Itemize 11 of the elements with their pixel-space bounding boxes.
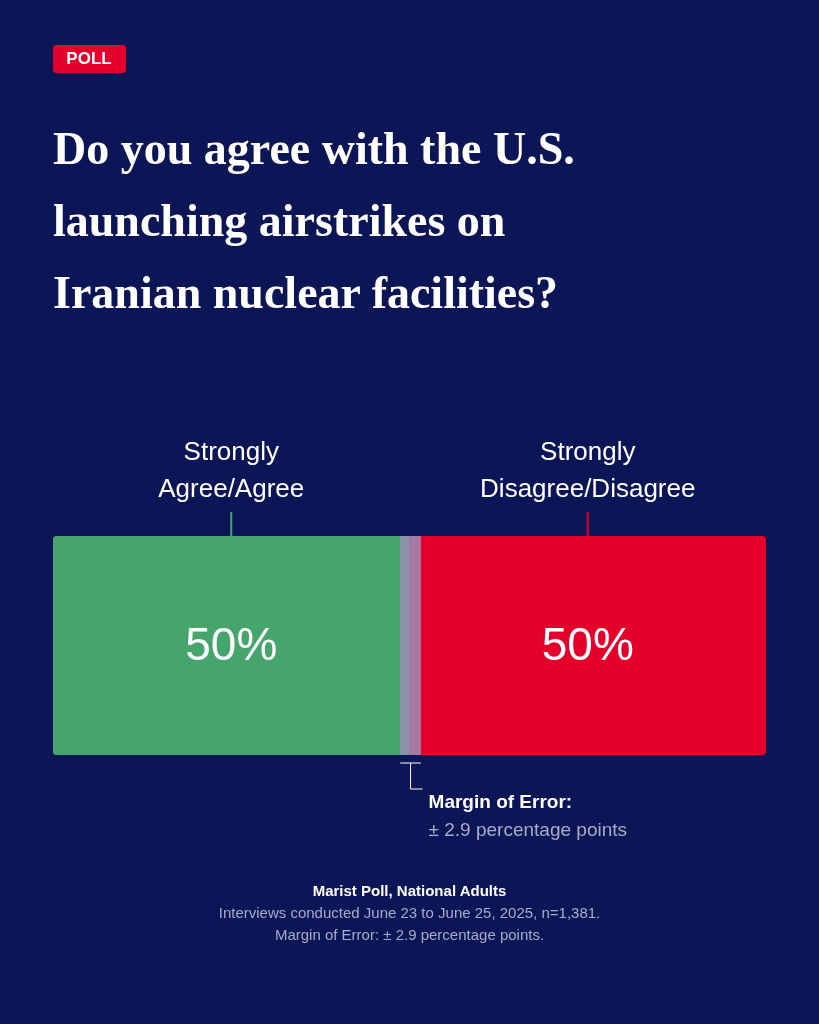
- text: POLL: [66, 49, 112, 68]
- band-label: Margin of Error:: [428, 791, 573, 812]
- text: Marist Poll, National Adults: [312, 882, 507, 899]
- series-label: Strongly Agree/Agree: [158, 436, 305, 503]
- text: Interviews conducted June 23 to June 25, 2025, n=1,381.: [218, 904, 601, 921]
- chart-title: Do you agree with the U.S. launching airstrikes on Iranian nuclear facilities?: [53, 123, 575, 318]
- series-label: Strongly Disagree/Disagree: [480, 436, 696, 503]
- data-label: 50%: [541, 617, 634, 670]
- data-label: 50%: [185, 617, 278, 670]
- text: Margin of Error: ± 2.9 percentage points.: [274, 926, 545, 943]
- text: ± 2.9 percentage points: [428, 819, 628, 840]
